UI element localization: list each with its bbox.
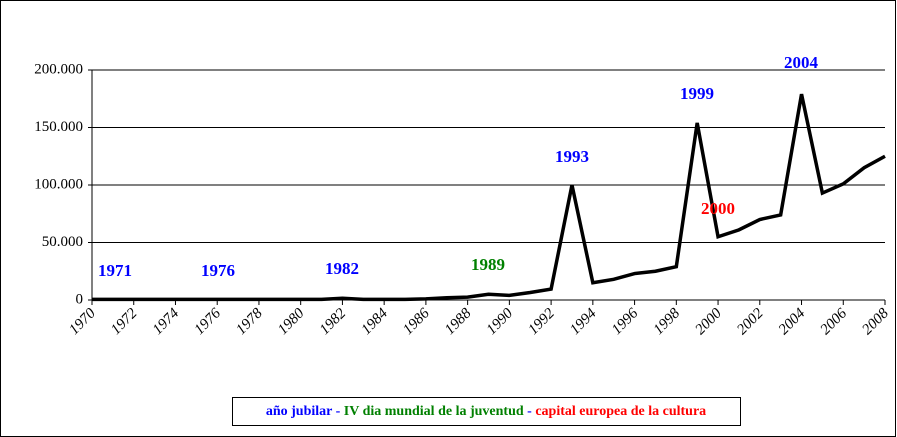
y-tick-label: 200.000 xyxy=(34,61,83,77)
annotation: 1976 xyxy=(201,261,235,280)
legend: año jubilar - IV dia mundial de la juven… xyxy=(266,404,706,419)
annotation: 1971 xyxy=(98,261,132,280)
y-tick-label: 150.000 xyxy=(34,119,83,135)
annotation: 1993 xyxy=(555,147,589,166)
legend-entry: capital europea de la cultura xyxy=(535,404,706,419)
legend-box xyxy=(232,397,741,426)
line-series xyxy=(92,93,886,302)
y-tick-label: 100.000 xyxy=(34,176,83,192)
annotation: 1982 xyxy=(325,259,359,278)
annotation: 1989 xyxy=(471,255,505,274)
legend-entry: IV dia mundial de la juventud xyxy=(344,404,524,419)
y-tick-label: 0 xyxy=(76,291,84,307)
legend-entry: año jubilar xyxy=(266,404,332,419)
legend-separator: - xyxy=(524,404,536,419)
annotation: 2000 xyxy=(701,199,735,218)
legend-separator: - xyxy=(332,404,344,419)
annotation: 1999 xyxy=(680,84,714,103)
annotation: 2004 xyxy=(784,53,819,72)
y-tick-label: 50.000 xyxy=(42,234,83,250)
